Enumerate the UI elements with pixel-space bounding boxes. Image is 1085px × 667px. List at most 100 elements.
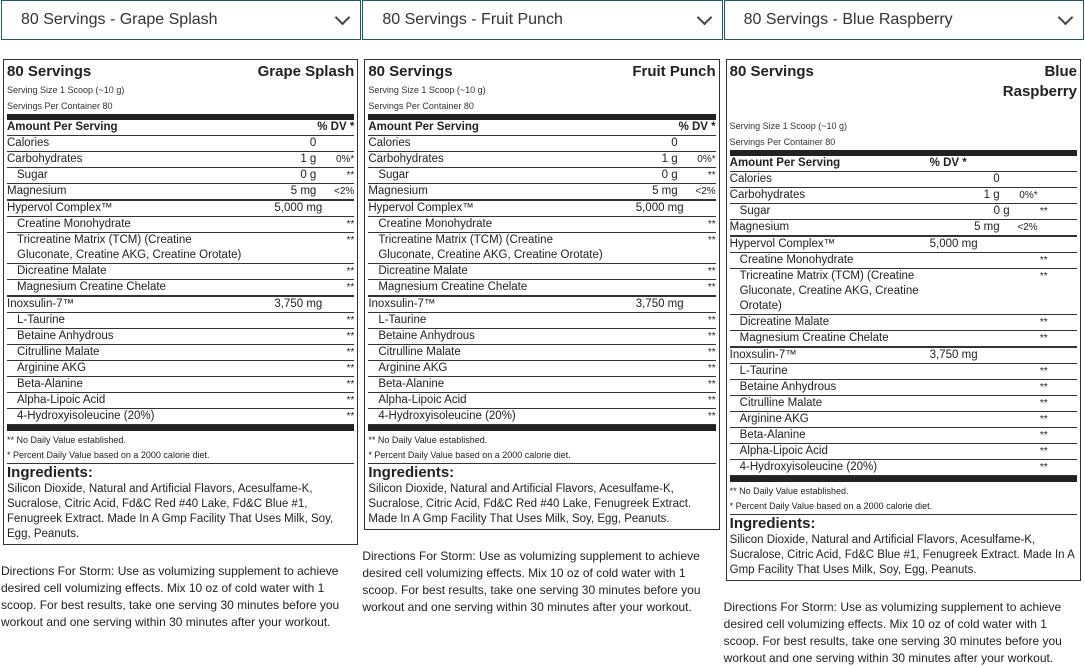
nutrient-amount: 3,750 mg (635, 298, 684, 310)
nutrient-dv: ** (346, 170, 355, 181)
ingredients-text: Silicon Dioxide, Natural and Artificial … (7, 483, 334, 540)
servings-per-container: Servings Per Container 80 (729, 137, 836, 147)
nutrient-dv: ** (1039, 414, 1048, 425)
flavor-select[interactable]: 80 Servings - Grape Splash (1, 0, 362, 40)
nutrient-dv: ** (1039, 206, 1048, 217)
nutrient-name: Creatine Monohydrate (739, 254, 854, 266)
nutrient-dv: ** (1039, 382, 1048, 393)
nutrient-row: Alpha-Lipoic Acid ** (729, 444, 1077, 460)
servings-title: 80 Servings (729, 63, 814, 80)
nutrient-name: Carbohydrates (7, 153, 83, 165)
nutrient-row: Carbohydrates 1 g 0%* (7, 152, 355, 168)
nutrient-name: Carbohydrates (368, 153, 444, 165)
nutrient-row: Creatine Monohydrate ** (7, 217, 355, 233)
nutrient-amount (246, 280, 316, 295)
nutrient-row: Inoxsulin-7™ 3,750 mg (729, 348, 1077, 364)
nutrient-amount: 3,750 mg (274, 298, 323, 310)
nutrient-dv: ** (346, 235, 355, 246)
nutrient-dv: ** (707, 411, 716, 422)
nutrient-row: Tricreatine Matrix (TCM) (Creatine Gluco… (7, 233, 355, 264)
nutrient-name: Tricreatine Matrix (TCM) (Creatine Gluco… (17, 234, 242, 261)
nutrient-amount (246, 345, 316, 360)
nutrient-amount (940, 253, 1010, 268)
nutrient-amount (608, 361, 678, 376)
nutrient-name: Carbohydrates (729, 189, 806, 201)
nutrition-label: 80 Servings Fruit Punch Serving Size 1 Sco… (364, 59, 720, 530)
nutrient-amount (246, 313, 316, 328)
nutrient-name: L-Taurine (739, 365, 788, 377)
nutrient-dv: ** (1039, 462, 1048, 473)
nutrient-dv: ** (1039, 366, 1048, 377)
nutrient-name: Arginine AKG (378, 362, 448, 374)
directions-text: Directions For Storm: Use as volumizing … (362, 549, 701, 614)
nutrient-row: Alpha-Lipoic Acid ** (368, 393, 716, 409)
nutrient-row: Tricreatine Matrix (TCM) (Creatine Gluco… (368, 233, 716, 264)
flavor-title: Grape Splash (257, 63, 355, 80)
nutrient-row: Beta-Alanine ** (368, 377, 716, 393)
nutrient-dv: ** (1039, 446, 1048, 457)
chevron-down-icon (1057, 9, 1074, 25)
nutrient-row: Arginine AKG ** (7, 361, 355, 377)
directions-text: Directions For Storm: Use as volumizing … (723, 600, 1062, 665)
nutrient-name: Sugar (739, 205, 771, 217)
nutrient-amount: 5,000 mg (274, 202, 323, 214)
nutrient-dv: ** (707, 170, 716, 181)
nutrient-dv: ** (707, 331, 716, 342)
nutrient-name: 4-Hydroxyisoleucine (20%) (378, 410, 516, 422)
flavor-title: Blue Raspberry (1002, 63, 1077, 100)
nutrient-dv: ** (707, 363, 716, 374)
nutrient-name: Creatine Monohydrate (378, 218, 493, 230)
nutrient-amount: 5,000 mg (929, 238, 978, 250)
nutrient-dv: ** (346, 331, 355, 342)
servings-title: 80 Servings (7, 63, 92, 80)
flavor-select[interactable]: 80 Servings - Blue Raspberry (723, 0, 1084, 40)
nutrient-amount (246, 264, 316, 279)
nutrient-amount: 0 (671, 137, 678, 149)
nutrient-amount (608, 280, 678, 295)
nutrient-amount: 5 mg (652, 185, 678, 197)
flavor-title: Fruit Punch (632, 63, 716, 80)
amount-header-row: Amount Per Serving % DV * (729, 150, 1077, 172)
nutrient-name: Hypervol Complex™ (7, 202, 113, 214)
nutrient-name: Sugar (17, 169, 48, 181)
nutrient-row: Dicreatine Malate ** (729, 315, 1077, 331)
nutrient-dv: ** (346, 363, 355, 374)
nutrient-amount (940, 380, 1010, 395)
nutrient-name: Alpha-Lipoic Acid (739, 445, 828, 457)
nutrient-dv: ** (707, 315, 716, 326)
nutrient-row: Arginine AKG ** (729, 412, 1077, 428)
nutrient-dv: ** (707, 282, 716, 293)
nutrient-dv: <2% (334, 186, 355, 197)
nutrient-amount (246, 217, 316, 232)
nutrient-name: Dicreatine Malate (378, 265, 468, 277)
nutrient-name: Tricreatine Matrix (TCM) (Creatine Gluco… (739, 270, 919, 312)
nutrient-name: Tricreatine Matrix (TCM) (Creatine Gluco… (378, 234, 603, 261)
nutrient-row: L-Taurine ** (368, 313, 716, 329)
nutrient-name: Dicreatine Malate (739, 316, 830, 328)
nutrient-dv: ** (346, 282, 355, 293)
nutrient-amount: 1 g (661, 153, 678, 165)
nutrition-label: 80 Servings Grape Splash Serving Size 1 Sc… (3, 59, 359, 545)
nutrient-dv: ** (346, 347, 355, 358)
nutrient-row: Betaine Anhydrous ** (7, 329, 355, 345)
flavor-select[interactable]: 80 Servings - Fruit Punch (362, 0, 723, 40)
nutrient-name: Sugar (378, 169, 410, 181)
nutrient-row: Arginine AKG ** (368, 361, 716, 377)
nutrient-row: Citrulline Malate ** (368, 345, 716, 361)
nutrient-name: Magnesium Creatine Chelate (739, 332, 889, 344)
chevron-down-icon (335, 9, 351, 25)
nutrient-row: 4-Hydroxyisoleucine (20%) ** (729, 460, 1077, 476)
nutrient-name: 4-Hydroxyisoleucine (20%) (739, 461, 878, 473)
nutrient-amount (608, 409, 678, 424)
nutrient-row: Sugar 0 g ** (729, 204, 1077, 220)
nutrient-amount (608, 393, 678, 408)
ingredients-title: Ingredients: (7, 464, 93, 481)
nutrient-row: Inoxsulin-7™ 3,750 mg (368, 297, 716, 313)
nutrient-amount (608, 345, 678, 360)
nutrient-amount (940, 412, 1010, 427)
nutrient-name: Beta-Alanine (378, 378, 445, 390)
spacer (730, 102, 1077, 118)
nutrient-name: Beta-Alanine (739, 429, 806, 441)
footnote-percent-dv: * Percent Daily Value based on a 2000 ca… (729, 499, 1077, 515)
variant-column: 80 Servings - Grape Splash 80 Servings Gra… (1, 0, 362, 667)
